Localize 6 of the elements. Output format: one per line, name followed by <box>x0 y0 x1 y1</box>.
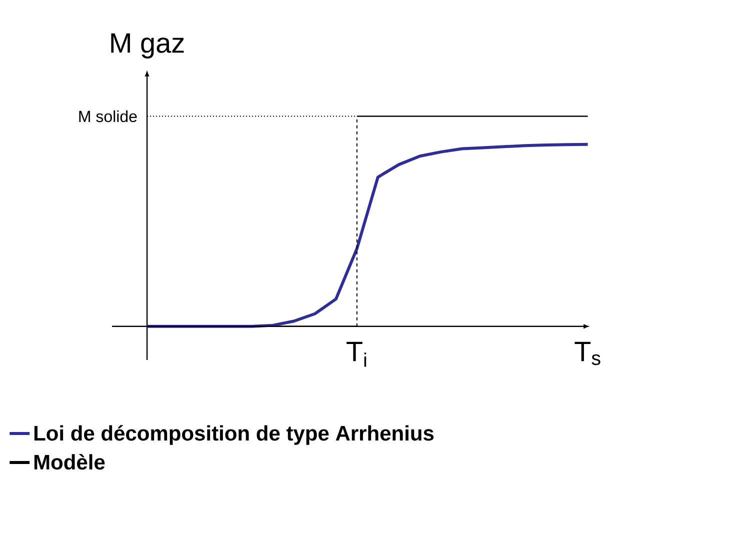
legend-label: Loi de décomposition de type Arrhenius <box>34 425 434 445</box>
x-tick-label: T$_{s}$ <box>574 342 600 366</box>
y-axis-title: M gaz <box>111 33 184 58</box>
legend-label: Modèle <box>34 454 105 470</box>
x-tick-label: T$_{i}$ <box>346 342 366 367</box>
ref-line-label: M solide <box>79 110 137 122</box>
